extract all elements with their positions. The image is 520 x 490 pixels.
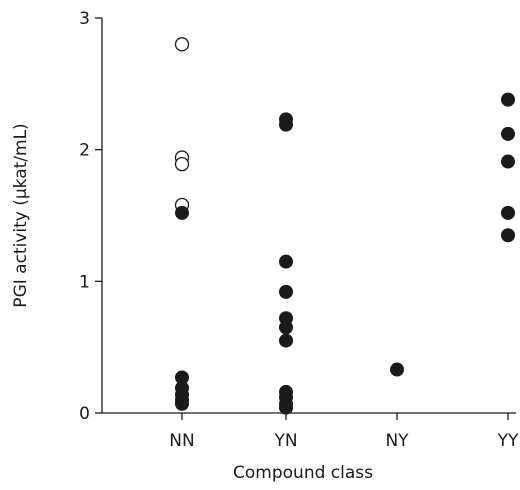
filled-point-yy-19 xyxy=(501,126,515,141)
filled-point-yn-16 xyxy=(279,400,293,415)
data-points xyxy=(174,37,515,415)
filled-point-ny-17 xyxy=(390,362,404,377)
y-axis-ticks: 0 1 2 3 xyxy=(79,9,102,424)
x-axis-ticks: NN YN NY YY xyxy=(169,413,519,451)
filled-point-yn-7 xyxy=(279,117,293,132)
open-point-nn-2 xyxy=(174,156,190,172)
filled-point-yy-22 xyxy=(501,228,515,243)
filled-point-yn-12 xyxy=(279,333,293,348)
x-axis-title: Compound class xyxy=(233,463,373,483)
filled-point-yy-21 xyxy=(501,205,515,220)
x-tick-label-ny: NY xyxy=(385,431,409,451)
filled-point-nn-5 xyxy=(175,396,189,411)
open-point-nn-0 xyxy=(174,37,190,52)
filled-point-yy-20 xyxy=(501,154,515,169)
x-tick-label-nn: NN xyxy=(169,431,194,451)
y-tick-label: 1 xyxy=(79,272,90,292)
y-tick-label: 2 xyxy=(79,141,90,161)
filled-point-yn-9 xyxy=(279,284,293,299)
y-tick-label: 3 xyxy=(79,9,90,29)
x-tick-label-yy: YY xyxy=(497,431,519,451)
filled-point-yy-18 xyxy=(501,92,515,107)
filled-point-yn-11 xyxy=(279,320,293,335)
x-tick-label-yn: YN xyxy=(273,431,297,451)
y-axis-title: PGI activity (μkat/mL) xyxy=(11,123,31,307)
filled-point-yn-8 xyxy=(279,254,293,269)
y-tick-label: 0 xyxy=(79,404,90,424)
filled-point-nn-0 xyxy=(175,205,189,220)
